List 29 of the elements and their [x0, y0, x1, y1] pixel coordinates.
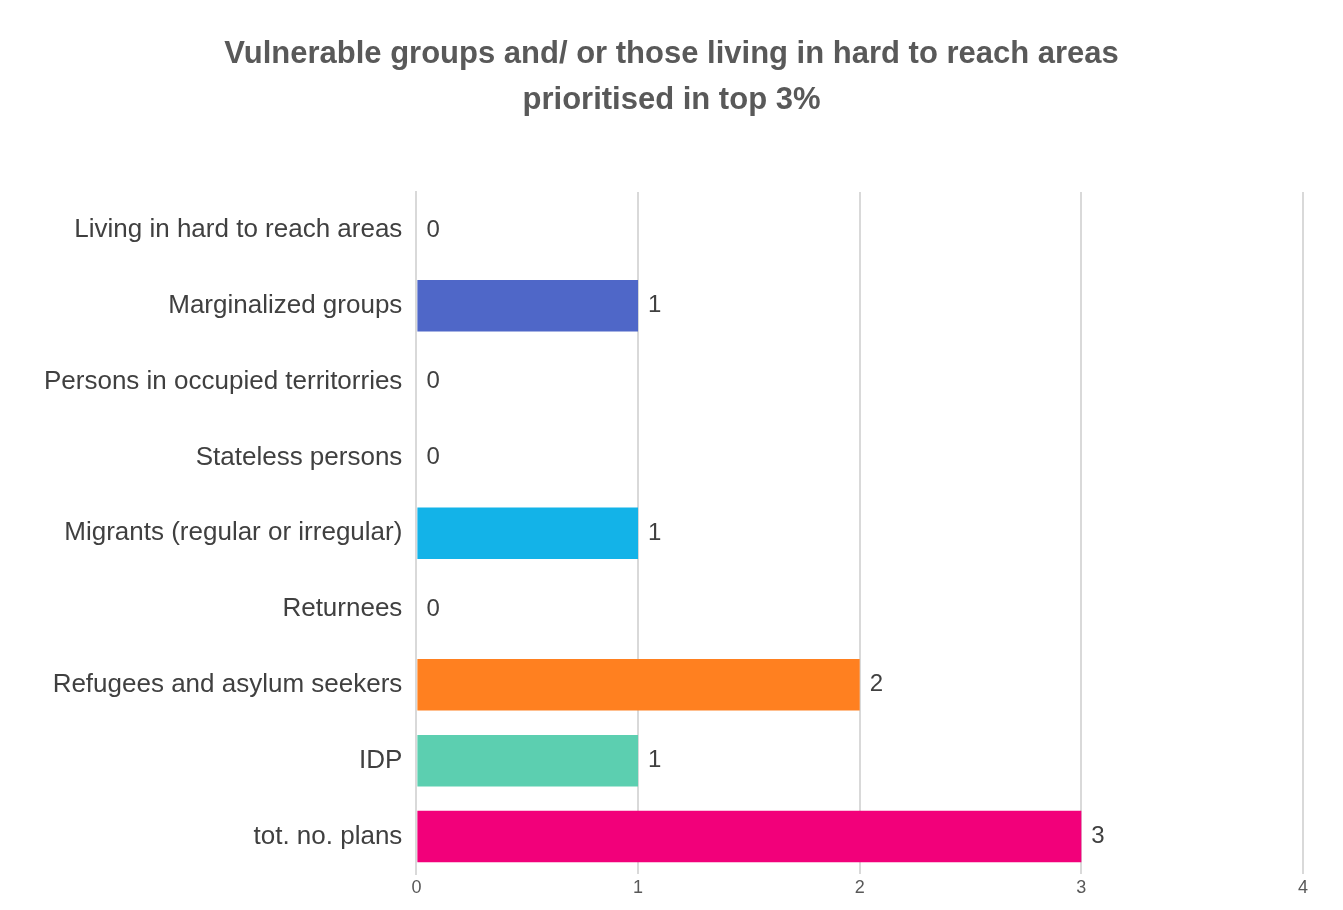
data-label: 0 — [426, 366, 440, 394]
y-tick-label: Returnees — [282, 592, 403, 623]
bar — [417, 810, 1082, 863]
data-label: 0 — [426, 214, 440, 242]
bar — [417, 279, 639, 332]
x-tick-label: 2 — [854, 877, 865, 898]
y-tick-label: tot. no. plans — [253, 819, 403, 850]
data-label: 1 — [648, 290, 662, 318]
chart-title: Vulnerable groups and/ or those living in hard to reach areas prioritised in top 3% — [223, 34, 1120, 118]
data-label: 1 — [648, 745, 662, 773]
bar — [417, 734, 639, 787]
x-tick-label: 4 — [1297, 877, 1309, 898]
data-label: 0 — [426, 442, 440, 469]
y-tick-label: Marginalized groups — [168, 288, 403, 319]
y-tick-label: Migrants (regular or irregular) — [64, 516, 403, 547]
data-label: 2 — [869, 669, 884, 697]
y-tick-label: Stateless persons — [195, 440, 403, 471]
y-tick-label: Persons in occupied territorries — [43, 364, 403, 395]
y-tick-label: IDP — [359, 743, 403, 774]
bar — [417, 507, 639, 559]
data-label: 3 — [1091, 821, 1105, 849]
data-label: 0 — [426, 593, 440, 621]
x-tick-label: 0 — [411, 877, 422, 898]
x-tick-label: 1 — [633, 877, 644, 898]
data-label: 1 — [648, 517, 662, 545]
y-tick-label: Living in hard to reach areas — [74, 213, 403, 244]
x-tick-label: 3 — [1076, 877, 1087, 898]
bar — [417, 659, 860, 711]
y-tick-label: Refugees and asylum seekers — [52, 668, 403, 699]
